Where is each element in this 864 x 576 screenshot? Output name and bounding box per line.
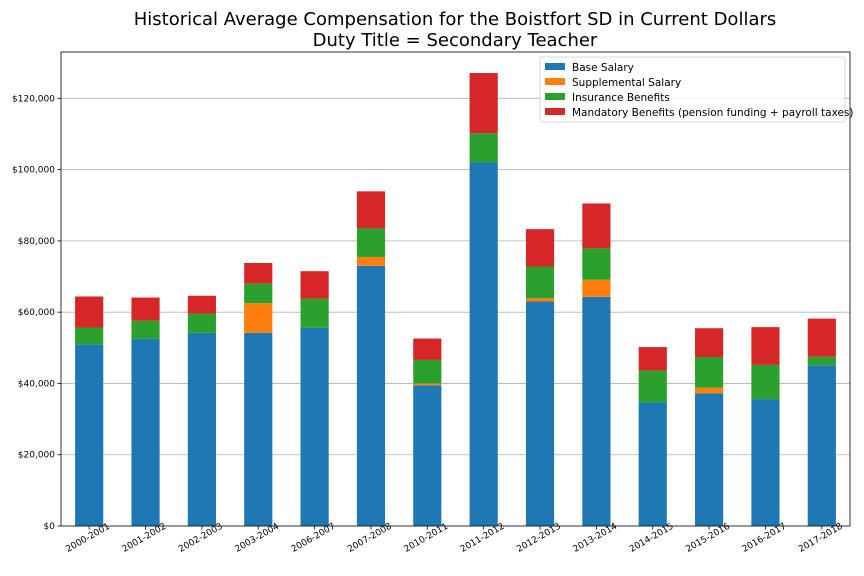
bar-segment (413, 383, 441, 385)
legend-label: Insurance Benefits (572, 92, 670, 104)
bar-segment (75, 344, 103, 526)
bar-segment (244, 263, 272, 284)
x-tick-label: 2013-2014 (572, 522, 620, 555)
y-tick-label: $40,000 (18, 379, 55, 389)
x-tick-label: 2000-2001 (64, 522, 111, 555)
x-tick-label: 2017-2018 (797, 522, 845, 555)
bar-segment (808, 365, 836, 526)
y-tick-label: $120,000 (12, 94, 55, 104)
x-tick-label: 2012-2013 (515, 522, 562, 555)
bar-segment (357, 257, 385, 266)
bar-segment (639, 371, 667, 403)
bar-segment (582, 248, 610, 279)
bar-segment (244, 284, 272, 304)
bar-segment (695, 357, 723, 388)
bar-segment (470, 73, 498, 133)
bar-segment (639, 347, 667, 371)
x-tick-label: 2015-2016 (684, 522, 732, 555)
bar-segment (470, 162, 498, 526)
x-tick-label: 2007-2008 (346, 522, 394, 555)
legend-label: Mandatory Benefits (pension funding + pa… (572, 107, 854, 119)
bar-segment (808, 357, 836, 366)
bar-segment (751, 399, 779, 526)
x-tick-label: 2010-2011 (403, 522, 450, 555)
bar-segment (808, 319, 836, 357)
bar-segment (413, 385, 441, 526)
bar-segment (526, 301, 554, 526)
legend: Base Salary Supplemental Salary Insurance … (540, 57, 854, 122)
bar-segment (526, 267, 554, 299)
bar-segment (413, 360, 441, 384)
x-tick-label: 2002-2003 (177, 522, 224, 555)
bar-segment (526, 298, 554, 301)
bar-segment (131, 321, 159, 339)
bar-segment (357, 266, 385, 526)
bar-segment (244, 303, 272, 333)
bar-segment (75, 296, 103, 327)
x-axis: 2000-2001 2001-2002 2002-2003 2003-2004 2006… (64, 522, 844, 555)
bar-segment (131, 298, 159, 321)
x-tick-label: 2011-2012 (459, 522, 506, 555)
bar-segment (470, 133, 498, 162)
y-tick-label: $80,000 (18, 237, 55, 247)
bar-segment (695, 328, 723, 357)
x-tick-label: 2016-2017 (741, 522, 788, 555)
x-tick-label: 2006-2007 (290, 522, 337, 555)
legend-label: Supplemental Salary (572, 77, 681, 89)
bars (75, 73, 836, 526)
bar-segment (695, 393, 723, 526)
bar-segment (244, 333, 272, 526)
x-tick-label: 2003-2004 (234, 522, 282, 555)
y-axis: $0 $20,000 $40,000 $60,000 $80,000 $100,000 $1… (12, 94, 61, 532)
bar-segment (526, 229, 554, 266)
bar-segment (188, 296, 216, 314)
legend-swatch (545, 78, 565, 85)
y-tick-label: $0 (44, 522, 56, 532)
bar-segment (357, 228, 385, 257)
legend-swatch (545, 108, 565, 115)
y-tick-label: $100,000 (12, 166, 55, 176)
chart-title-line-2: Duty Title = Secondary Teacher (313, 30, 598, 51)
bar-segment (582, 297, 610, 526)
y-tick-label: $20,000 (18, 451, 55, 461)
y-tick-label: $60,000 (18, 308, 55, 318)
bar-segment (751, 365, 779, 399)
bar-segment (301, 271, 329, 298)
legend-label: Base Salary (572, 62, 634, 74)
bar-segment (357, 191, 385, 228)
bar-segment (188, 314, 216, 333)
bar-segment (188, 333, 216, 526)
bar-segment (301, 299, 329, 328)
bar-segment (639, 402, 667, 526)
bar-segment (751, 327, 779, 365)
bar-segment (413, 339, 441, 360)
chart-title-line-1: Historical Average Compensation for the … (134, 9, 777, 30)
bar-segment (75, 327, 103, 344)
x-tick-label: 2014-2015 (628, 522, 675, 555)
bar-segment (695, 388, 723, 394)
gridlines (61, 98, 850, 454)
legend-swatch (545, 63, 565, 70)
x-tick-label: 2001-2002 (121, 522, 168, 555)
bar-segment (582, 280, 610, 297)
bar-segment (582, 203, 610, 248)
bar-segment (301, 328, 329, 526)
bar-segment (131, 339, 159, 526)
legend-swatch (545, 93, 565, 100)
